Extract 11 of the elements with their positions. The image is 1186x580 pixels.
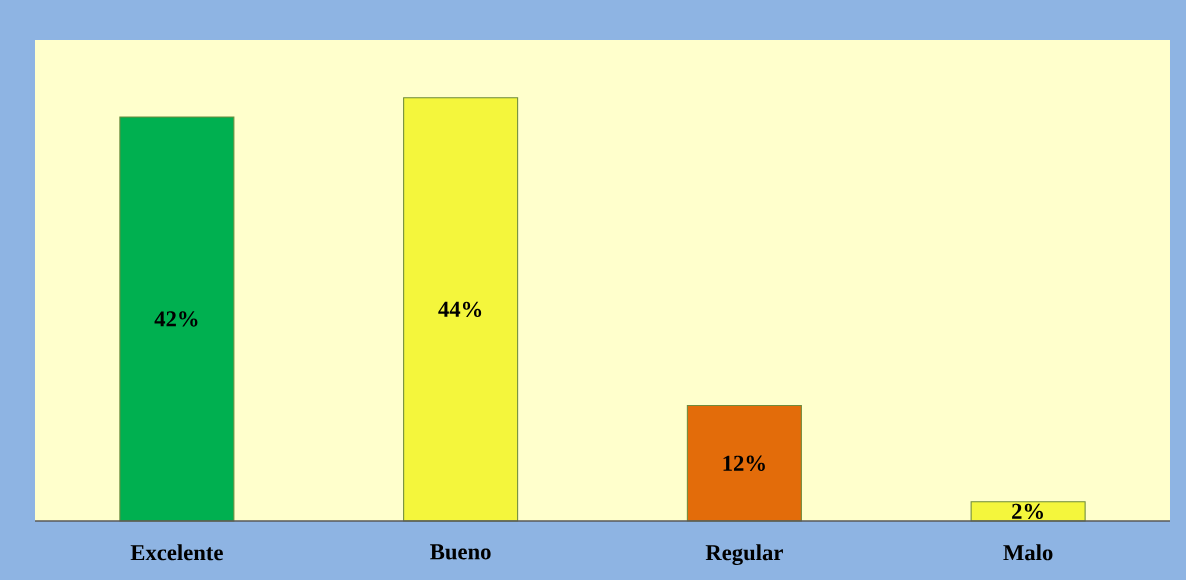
bar — [119, 116, 235, 522]
data-label: 44% — [438, 301, 482, 318]
bar — [686, 405, 802, 522]
x-tick-label: Malo — [1003, 544, 1053, 561]
data-label: 2% — [1012, 503, 1043, 520]
data-label: 42% — [154, 311, 198, 327]
bar — [403, 97, 519, 522]
x-tick-label: Excelente — [130, 544, 223, 561]
x-tick-label: Regular — [705, 544, 783, 566]
data-label: 12% — [723, 455, 765, 471]
x-tick-label: Bueno — [430, 544, 491, 560]
